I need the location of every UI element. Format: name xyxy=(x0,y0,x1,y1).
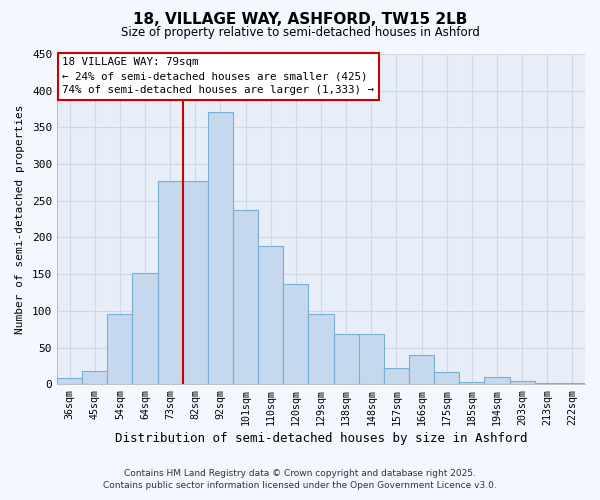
Bar xyxy=(459,382,484,384)
Bar xyxy=(258,246,283,384)
Bar xyxy=(359,334,384,384)
Y-axis label: Number of semi-detached properties: Number of semi-detached properties xyxy=(15,104,25,334)
Bar xyxy=(560,382,585,384)
Bar xyxy=(384,368,409,384)
Bar xyxy=(434,372,459,384)
Bar xyxy=(183,181,208,384)
Bar xyxy=(535,382,560,384)
Bar xyxy=(233,210,258,384)
Bar xyxy=(158,181,183,384)
Bar xyxy=(283,284,308,384)
X-axis label: Distribution of semi-detached houses by size in Ashford: Distribution of semi-detached houses by … xyxy=(115,432,527,445)
Bar xyxy=(208,112,233,384)
Text: Contains HM Land Registry data © Crown copyright and database right 2025.
Contai: Contains HM Land Registry data © Crown c… xyxy=(103,468,497,490)
Bar xyxy=(133,272,158,384)
Text: Size of property relative to semi-detached houses in Ashford: Size of property relative to semi-detach… xyxy=(121,26,479,39)
Bar xyxy=(484,377,509,384)
Text: 18 VILLAGE WAY: 79sqm
← 24% of semi-detached houses are smaller (425)
74% of sem: 18 VILLAGE WAY: 79sqm ← 24% of semi-deta… xyxy=(62,58,374,96)
Bar xyxy=(334,334,359,384)
Bar xyxy=(82,371,107,384)
Bar xyxy=(107,314,133,384)
Bar xyxy=(57,378,82,384)
Bar xyxy=(509,380,535,384)
Bar xyxy=(308,314,334,384)
Text: 18, VILLAGE WAY, ASHFORD, TW15 2LB: 18, VILLAGE WAY, ASHFORD, TW15 2LB xyxy=(133,12,467,28)
Bar xyxy=(409,355,434,384)
